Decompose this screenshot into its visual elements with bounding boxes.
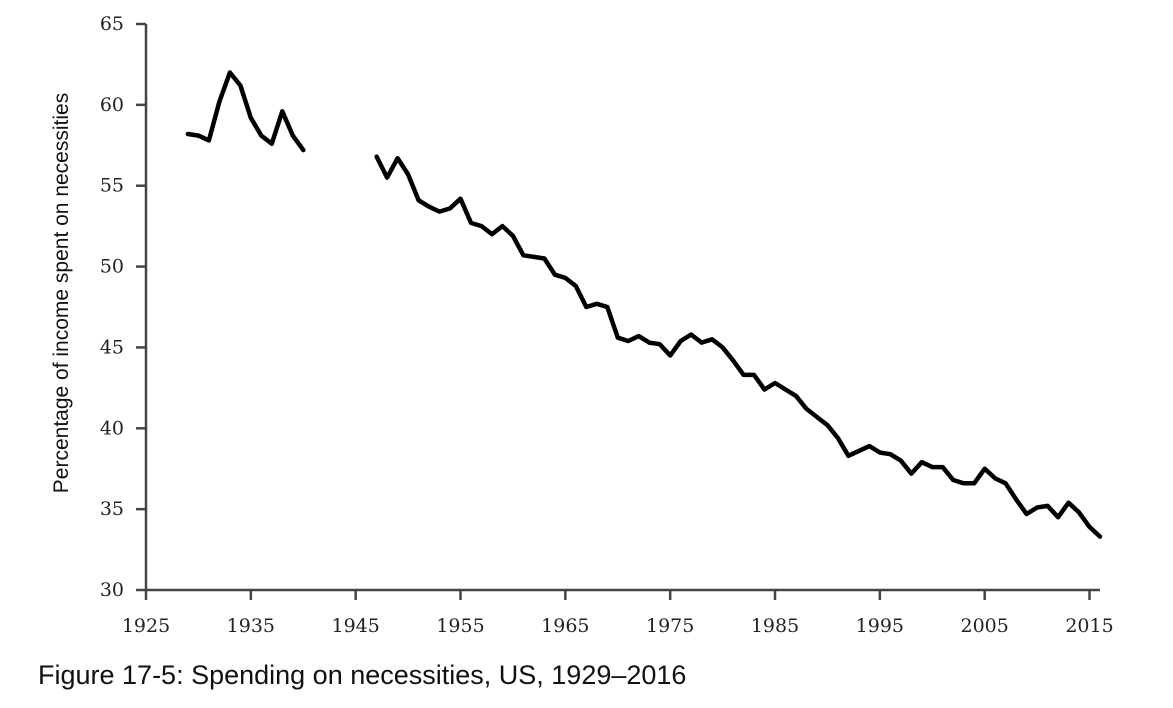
y-tick-label: 55 [100, 175, 124, 197]
line-chart: 30 35 40 45 50 55 60 65 1925 1935 1945 1955 1965 197… [50, 13, 1114, 637]
x-tick-label: 1995 [856, 615, 904, 637]
series-line-segment [374, 154, 1103, 539]
y-tick-label: 35 [100, 498, 124, 520]
y-tick-label: 40 [100, 417, 124, 439]
y-tick-label: 30 [100, 579, 124, 601]
y-axis-ticks: 30 35 40 45 50 55 60 65 [100, 13, 146, 601]
x-tick-label: 1925 [122, 615, 170, 637]
x-tick-label: 2005 [961, 615, 1009, 637]
x-tick-label: 1945 [331, 615, 379, 637]
y-tick-label: 50 [100, 256, 124, 278]
x-tick-label: 1965 [541, 615, 589, 637]
x-tick-label: 2015 [1065, 615, 1113, 637]
y-tick-label: 60 [100, 94, 124, 116]
x-tick-label: 1975 [646, 615, 694, 637]
y-tick-label: 65 [100, 13, 124, 35]
figure-caption: Figure 17-5: Spending on necessities, US… [38, 660, 687, 690]
x-tick-label: 1935 [227, 615, 275, 637]
axes [144, 24, 1100, 592]
y-tick-label: 45 [100, 336, 124, 358]
series-line-segment [185, 70, 306, 153]
x-axis-ticks: 1925 1935 1945 1955 1965 1975 1985 1995 2005 2015 [122, 590, 1114, 637]
x-tick-label: 1955 [436, 615, 484, 637]
x-tick-label: 1985 [751, 615, 799, 637]
y-axis-label: Percentage of income spent on necessitie… [50, 93, 73, 493]
series-group [185, 70, 1103, 539]
